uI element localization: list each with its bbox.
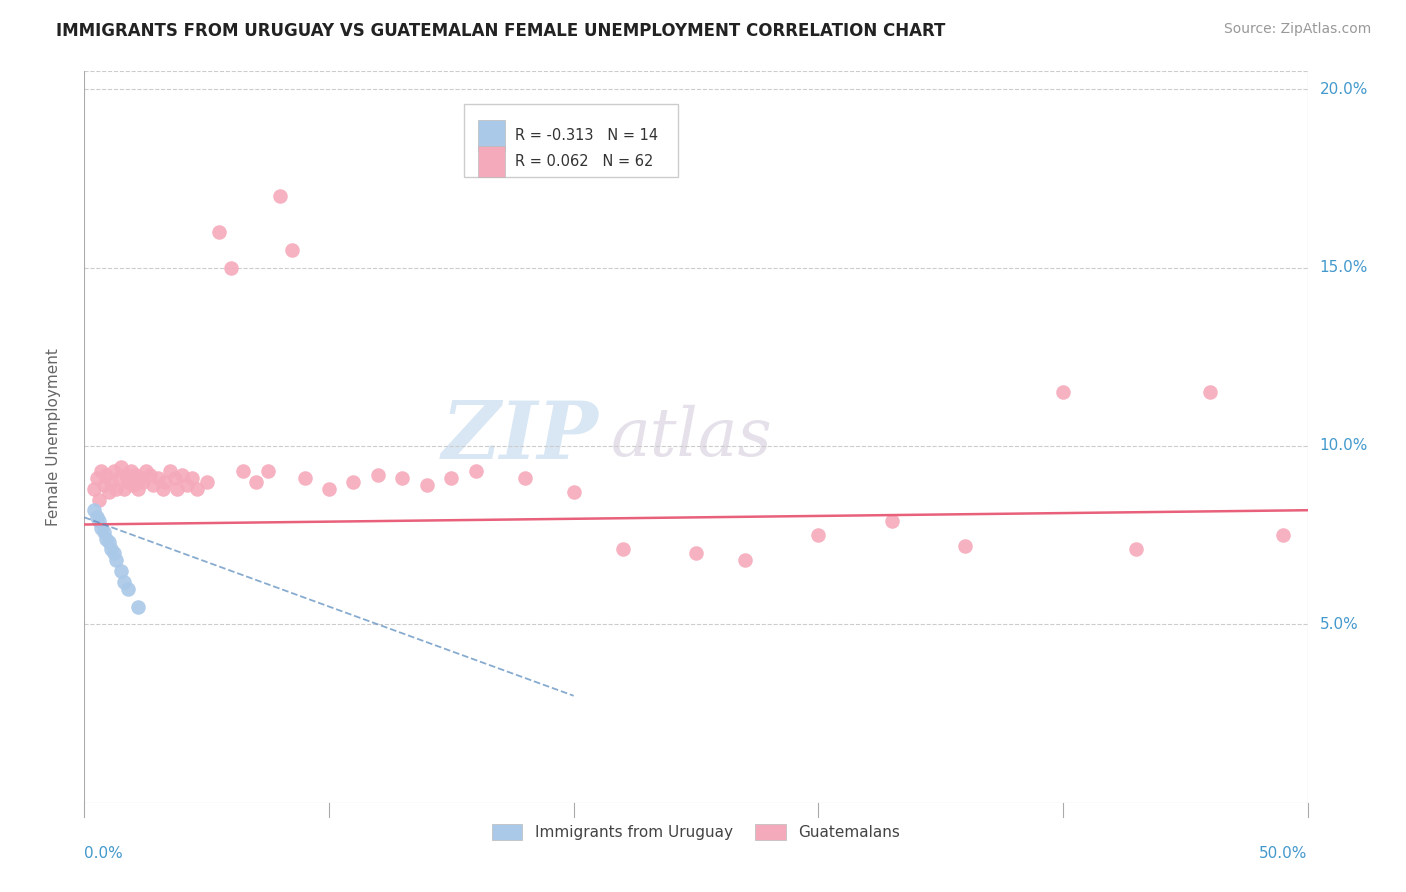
Point: [129, 471, 152, 485]
Legend: Immigrants from Uruguay, Guatemalans: Immigrants from Uruguay, Guatemalans: [485, 818, 907, 847]
Point: [96, 532, 118, 546]
Text: 0.0%: 0.0%: [84, 846, 124, 861]
Point: [93, 524, 115, 539]
Point: [880, 514, 903, 528]
FancyBboxPatch shape: [478, 146, 505, 177]
Point: [208, 225, 231, 239]
Point: [112, 574, 135, 589]
Point: [96, 467, 118, 482]
Point: [953, 539, 976, 553]
Point: [281, 243, 304, 257]
Point: [294, 471, 316, 485]
Point: [219, 260, 242, 275]
Point: [166, 482, 188, 496]
Point: [83, 482, 105, 496]
Point: [110, 564, 132, 578]
Point: [318, 482, 340, 496]
Point: [100, 542, 122, 557]
Point: [93, 478, 115, 492]
Text: R = 0.062   N = 62: R = 0.062 N = 62: [515, 153, 654, 169]
Point: [110, 460, 132, 475]
Point: [181, 471, 204, 485]
Text: ZIP: ZIP: [441, 399, 598, 475]
Point: [163, 471, 186, 485]
Point: [120, 464, 142, 478]
Point: [342, 475, 364, 489]
Point: [132, 475, 155, 489]
Point: [159, 464, 181, 478]
Point: [195, 475, 218, 489]
Point: [1052, 385, 1074, 400]
Point: [115, 467, 138, 482]
Point: [103, 464, 125, 478]
Point: [245, 475, 267, 489]
Point: [142, 478, 165, 492]
Point: [685, 546, 707, 560]
Point: [112, 482, 135, 496]
Text: Source: ZipAtlas.com: Source: ZipAtlas.com: [1223, 22, 1371, 37]
Point: [152, 482, 174, 496]
Text: 15.0%: 15.0%: [1320, 260, 1368, 275]
Point: [127, 599, 149, 614]
Point: [269, 189, 291, 203]
Point: [172, 467, 194, 482]
Point: [257, 464, 280, 478]
Point: [105, 482, 128, 496]
Point: [83, 503, 105, 517]
Point: [105, 553, 128, 567]
Point: [86, 510, 108, 524]
Point: [186, 482, 208, 496]
Point: [125, 467, 148, 482]
Text: 20.0%: 20.0%: [1320, 82, 1368, 96]
Point: [807, 528, 830, 542]
Text: Female Unemployment: Female Unemployment: [46, 348, 62, 526]
Point: [391, 471, 413, 485]
Point: [100, 475, 122, 489]
Text: 5.0%: 5.0%: [1320, 617, 1358, 632]
Point: [87, 492, 110, 507]
Point: [97, 535, 120, 549]
Point: [1125, 542, 1147, 557]
Point: [416, 478, 439, 492]
Point: [122, 478, 145, 492]
Point: [127, 482, 149, 496]
Text: 50.0%: 50.0%: [1260, 846, 1308, 861]
Point: [562, 485, 585, 500]
Point: [1272, 528, 1295, 542]
Point: [86, 471, 108, 485]
FancyBboxPatch shape: [478, 120, 505, 151]
Text: R = -0.313   N = 14: R = -0.313 N = 14: [515, 128, 658, 144]
Point: [612, 542, 634, 557]
Point: [1198, 385, 1220, 400]
Point: [464, 464, 486, 478]
Point: [367, 467, 389, 482]
Text: atlas: atlas: [610, 404, 772, 470]
Point: [139, 467, 162, 482]
Point: [107, 471, 129, 485]
Point: [513, 471, 536, 485]
Text: IMMIGRANTS FROM URUGUAY VS GUATEMALAN FEMALE UNEMPLOYMENT CORRELATION CHART: IMMIGRANTS FROM URUGUAY VS GUATEMALAN FE…: [56, 22, 946, 40]
Point: [153, 475, 176, 489]
Point: [176, 478, 198, 492]
Text: 10.0%: 10.0%: [1320, 439, 1368, 453]
Point: [146, 471, 169, 485]
Point: [87, 514, 110, 528]
Point: [90, 464, 112, 478]
Point: [117, 582, 139, 596]
Point: [440, 471, 463, 485]
Point: [117, 475, 139, 489]
FancyBboxPatch shape: [464, 104, 678, 178]
Point: [135, 464, 157, 478]
Point: [90, 521, 112, 535]
Point: [103, 546, 125, 560]
Point: [97, 485, 120, 500]
Point: [232, 464, 254, 478]
Point: [734, 553, 756, 567]
